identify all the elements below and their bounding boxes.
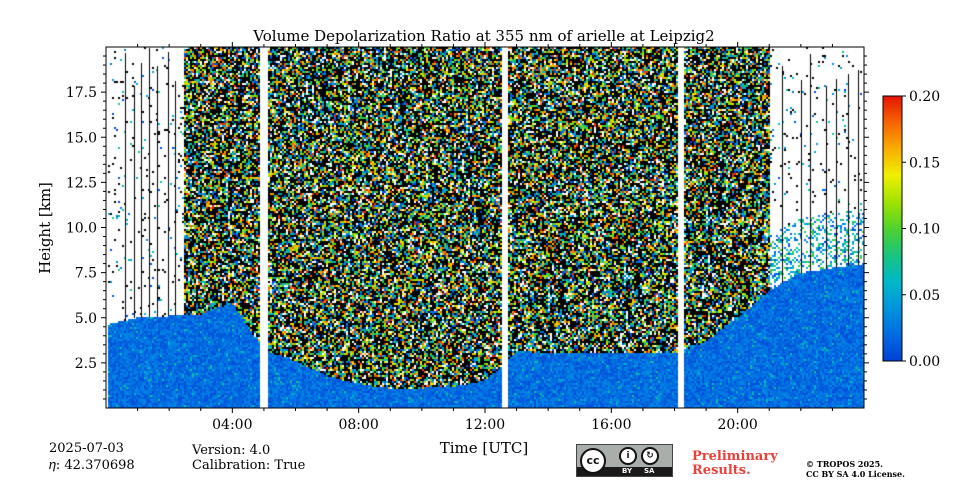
y-axis-label: Height [km] — [36, 182, 54, 274]
preliminary-results-line2: Results. — [692, 463, 751, 478]
y-tick-label: 17.5 — [66, 85, 97, 101]
heatmap-layer — [106, 47, 864, 408]
license-by-label: BY — [622, 467, 633, 475]
y-tick-label: 2.5 — [75, 356, 97, 372]
axes-layer: 04:00 08:00 12:00 16:00 20:00 2.5 5.0 7.5 10.0 12… — [66, 42, 869, 433]
y-tick-label: 15.0 — [66, 130, 97, 146]
chart-title: Volume Depolarization Ratio at 355 nm of… — [252, 27, 714, 45]
colorbar-tick-label: 0.00 — [909, 354, 940, 370]
y-tick-label: 10.0 — [66, 221, 97, 237]
colorbar-tick-label: 0.05 — [909, 288, 940, 304]
x-tick-label: 08:00 — [338, 417, 378, 433]
colorbar: 0.00 0.05 0.10 0.15 0.20 — [882, 89, 940, 370]
colorbar-tick-label: 0.20 — [909, 89, 940, 105]
heatmap-image — [106, 47, 864, 408]
preliminary-results-line1: Preliminary — [692, 449, 778, 464]
calibration-label: Calibration: True — [192, 458, 306, 473]
license-sa-label: SA — [644, 467, 655, 475]
date-label: 2025-07-03 — [49, 441, 124, 456]
creative-commons-icon: cc — [580, 448, 606, 474]
colorbar-gradient — [882, 95, 903, 362]
y-tick-label: 7.5 — [75, 266, 97, 282]
attribution-icon: i — [619, 447, 637, 465]
version-label: Version: 4.0 — [192, 443, 271, 458]
share-alike-icon: ↻ — [641, 447, 659, 465]
x-axis-label: Time [UTC] — [440, 439, 529, 457]
copyright-line1: © TROPOS 2025. — [806, 459, 883, 469]
x-tick-label: 04:00 — [212, 417, 252, 433]
x-tick-label: 12:00 — [465, 417, 505, 433]
license-band — [577, 467, 672, 476]
y-tick-label: 5.0 — [75, 311, 97, 327]
eta-label: 𝜂: 42.370698 — [49, 458, 135, 473]
y-tick-label: 12.5 — [66, 175, 97, 191]
copyright-line2: CC BY SA 4.0 License. — [806, 469, 905, 479]
colorbar-tick-label: 0.15 — [909, 155, 940, 171]
x-tick-label: 16:00 — [591, 417, 631, 433]
x-tick-label: 20:00 — [717, 417, 757, 433]
colorbar-tick-label: 0.10 — [909, 222, 940, 238]
cc-by-sa-license-badge: cc i ↻ BY SA — [576, 444, 673, 477]
